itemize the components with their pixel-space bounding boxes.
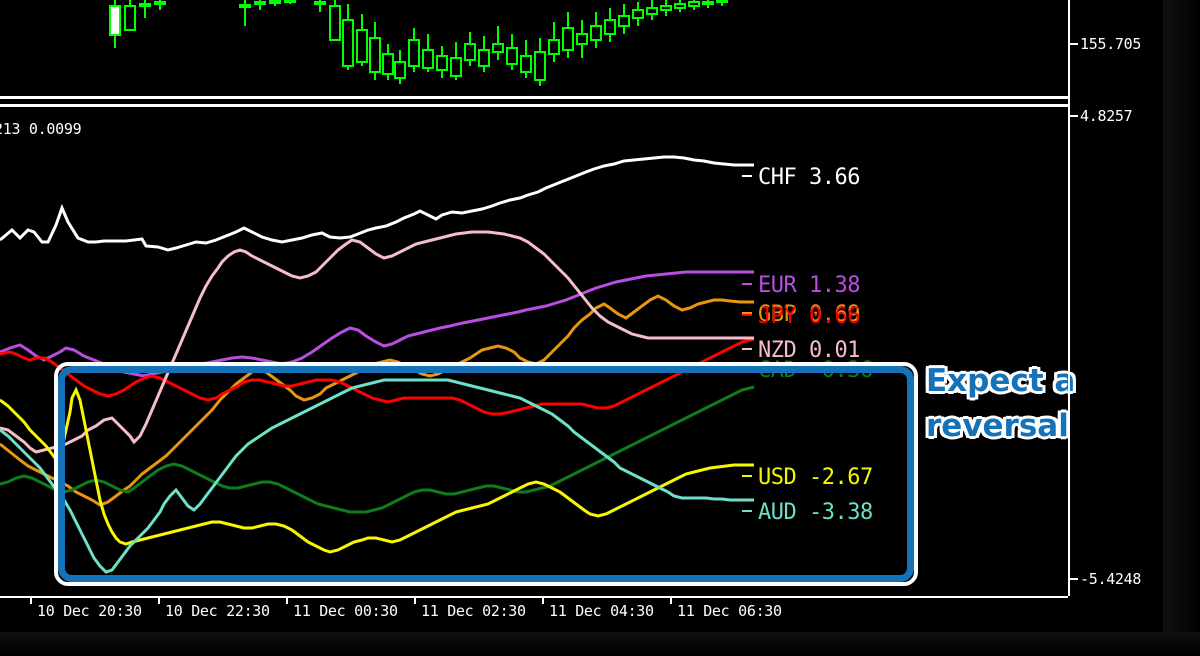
chart-canvas [0, 0, 1068, 596]
candle-body [688, 1, 700, 7]
candle-body [369, 37, 381, 73]
series-label-gbp: GBP 0.69 [758, 302, 860, 327]
candle-body [109, 5, 121, 36]
candle-body [716, 0, 728, 3]
series-label-dash-gbp [742, 312, 752, 314]
series-label-jpy: JPY 0.66 [758, 304, 860, 329]
window-right-shadow [1163, 0, 1200, 656]
series-label-dash-aud [742, 510, 752, 512]
candle-body [548, 39, 560, 55]
time-tick [30, 596, 32, 604]
time-axis[interactable]: 10 Dec 20:30 10 Dec 22:30 11 Dec 00:30 11 D… [0, 596, 1068, 632]
time-tick [542, 596, 544, 604]
candle-body [284, 0, 296, 3]
series-label-usd: USD -2.67 [758, 465, 873, 490]
panel-separator-bottom [0, 104, 1068, 107]
series-line-jpy[interactable] [0, 337, 755, 416]
window-bottom-shadow [0, 632, 1200, 656]
candle-body [562, 27, 574, 51]
candle-body [269, 0, 281, 4]
candle-body [239, 4, 251, 8]
price-axis-tick [1068, 43, 1078, 45]
annotation-text-line2: reversal [926, 408, 1069, 444]
candle-body [492, 43, 504, 53]
chart-plot-area[interactable] [0, 0, 1068, 596]
indicator-axis-tick-top [1068, 115, 1078, 117]
series-label-nzd: NZD 0.01 [758, 338, 860, 363]
series-label-dash-nzd [742, 348, 752, 350]
series-line-aud[interactable] [0, 378, 754, 574]
candle-body [618, 15, 630, 27]
indicator-axis-label-bottom: -5.4248 [1080, 570, 1142, 588]
candle-body [254, 1, 266, 5]
panel-separator-top [0, 96, 1068, 99]
candle-body [450, 57, 462, 77]
time-tick-label: 11 Dec 00:30 [293, 602, 398, 620]
indicator-axis-tick-bottom [1068, 578, 1078, 580]
indicator-readout: 213 0.0099 [0, 120, 82, 138]
series-label-dash-usd [742, 475, 752, 477]
time-tick-label: 10 Dec 20:30 [37, 602, 142, 620]
annotation-rectangle[interactable] [58, 366, 914, 582]
candle-body [646, 7, 658, 15]
candle-body [464, 43, 476, 61]
candle-body [632, 9, 644, 19]
candle-body [506, 47, 518, 65]
candle-body [436, 55, 448, 71]
series-line-usd[interactable] [0, 386, 754, 554]
time-axis-line [0, 596, 1068, 598]
time-tick [414, 596, 416, 604]
currency-line-series [0, 155, 755, 574]
series-label-chf: CHF 3.66 [758, 165, 860, 190]
candle-body [154, 1, 166, 5]
candle-body [408, 39, 420, 67]
candle-body [604, 19, 616, 35]
candle-body [660, 5, 672, 11]
candle-body [478, 49, 490, 67]
candle-body [382, 53, 394, 75]
price-axis[interactable]: 155.705 4.8257 -5.4248 [1068, 0, 1163, 596]
time-tick-label: 11 Dec 04:30 [549, 602, 654, 620]
candle-body [124, 5, 136, 31]
candle-body [534, 51, 546, 81]
candle-body [674, 3, 686, 9]
candle-body [139, 3, 151, 7]
candle-body [702, 1, 714, 5]
series-line-cad[interactable] [0, 385, 755, 514]
price-axis-label-top: 155.705 [1080, 35, 1142, 53]
series-line-nzd[interactable] [0, 230, 754, 454]
candle-body [520, 55, 532, 73]
candle-body [342, 19, 354, 67]
series-label-aud: AUD -3.38 [758, 500, 873, 525]
annotation-text-line1: Expect a [926, 363, 1076, 399]
time-tick [286, 596, 288, 604]
price-axis-line [1068, 0, 1070, 596]
chart-background [0, 0, 1068, 596]
time-tick-label: 10 Dec 22:30 [165, 602, 270, 620]
candle-body [590, 25, 602, 41]
indicator-axis-label-top: 4.8257 [1080, 107, 1133, 125]
series-label-dash-chf [742, 175, 752, 177]
candlestick-series [109, 0, 728, 86]
series-label-dash-eur [742, 283, 752, 285]
candle-body [356, 29, 368, 63]
annotation-rectangle-outline[interactable] [54, 362, 918, 586]
candle-body [576, 33, 588, 45]
candle-body [314, 1, 326, 5]
time-tick [670, 596, 672, 604]
series-label-eur: EUR 1.38 [758, 273, 860, 298]
time-tick-label: 11 Dec 02:30 [421, 602, 526, 620]
time-tick [158, 596, 160, 604]
candle-body [329, 5, 341, 41]
candle-body [394, 61, 406, 79]
series-line-chf[interactable] [0, 155, 754, 252]
candle-body [422, 49, 434, 69]
series-label-dash-jpy [742, 314, 752, 316]
time-tick-label: 11 Dec 06:30 [677, 602, 782, 620]
